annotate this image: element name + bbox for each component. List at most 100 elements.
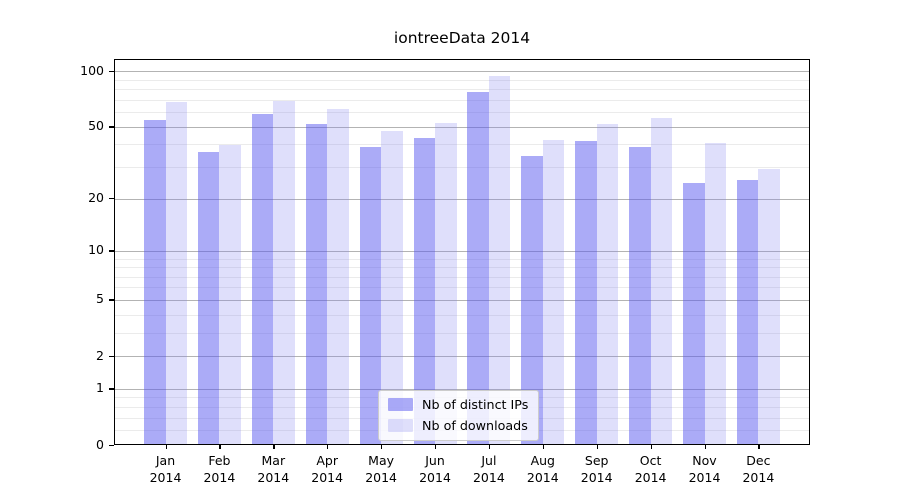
bar-apr-downloads [327, 108, 349, 444]
x-tick-month: Apr [316, 453, 338, 468]
y-tick-label: 20 [88, 190, 104, 206]
x-tick-mark [704, 445, 706, 449]
x-tick-year: 2014 [688, 470, 721, 485]
x-tick-label: Dec 2014 [730, 452, 786, 486]
x-tick-label: Feb 2014 [191, 452, 247, 486]
x-tick-mark [650, 445, 652, 449]
legend-entry-downloads: Nb of downloads [388, 418, 528, 433]
y-tick-label: 2 [96, 347, 104, 363]
bar-mar-ips [251, 113, 274, 444]
x-tick-label: Aug 2014 [515, 452, 571, 486]
gridline-major [115, 299, 809, 301]
bar-may-ips [359, 147, 382, 444]
bar-aug-downloads [542, 139, 565, 444]
bar-apr-ips [305, 124, 328, 444]
y-tick-label: 50 [88, 118, 104, 134]
x-tick-year: 2014 [149, 470, 182, 485]
bar-sep-downloads [596, 124, 619, 444]
x-tick-mark [435, 445, 437, 449]
x-tick-month: Nov [692, 453, 717, 468]
bar-nov-ips [683, 183, 705, 444]
bar-jun-ips [413, 137, 435, 444]
x-tick-label: Apr 2014 [299, 452, 355, 486]
x-tick-label: Mar 2014 [245, 452, 301, 486]
gridline-minor [115, 144, 809, 146]
y-tick-label: 100 [80, 62, 104, 78]
gridline-minor [115, 258, 809, 260]
x-tick-mark [327, 445, 329, 449]
x-tick-year: 2014 [257, 470, 290, 485]
plot-area [114, 59, 810, 445]
x-tick-mark [488, 445, 491, 449]
x-tick-year: 2014 [365, 470, 397, 485]
x-tick-month: Aug [530, 453, 555, 468]
y-tick-mark [109, 126, 114, 128]
x-tick-month: Sep [584, 453, 609, 468]
legend-entry-ips: Nb of distinct IPs [388, 397, 528, 412]
bar-jun-downloads [435, 122, 457, 444]
x-tick-month: Feb [208, 453, 231, 468]
y-tick-mark [109, 388, 114, 390]
legend-label-downloads: Nb of downloads [422, 418, 528, 433]
gridline-minor [115, 267, 809, 269]
bar-jan-downloads [165, 102, 187, 444]
bar-sep-ips [575, 141, 597, 444]
x-tick-month: Jul [481, 453, 497, 468]
x-tick-label: Jul 2014 [461, 452, 517, 486]
gridline-major [115, 126, 809, 128]
legend-swatch-ips-icon [388, 398, 413, 411]
bar-jul-downloads [488, 76, 511, 444]
x-tick-year: 2014 [472, 470, 505, 485]
x-tick-label: May 2014 [353, 452, 409, 486]
x-tick-mark [273, 445, 275, 449]
bar-dec-ips [736, 180, 759, 444]
bar-may-downloads [381, 130, 403, 444]
gridline-minor [115, 112, 809, 114]
y-tick-mark [109, 355, 114, 357]
legend-swatch-downloads-icon [388, 419, 413, 432]
x-tick-mark [165, 445, 167, 449]
gridline-major [115, 71, 809, 73]
x-tick-label: Jun 2014 [407, 452, 463, 486]
gridline-major [115, 250, 809, 252]
y-tick-mark [109, 299, 114, 301]
y-tick-label: 5 [96, 291, 104, 307]
y-tick-mark [109, 444, 114, 446]
y-tick-mark [109, 70, 114, 73]
x-tick-label: Oct 2014 [623, 452, 679, 486]
x-tick-label: Jan 2014 [138, 452, 194, 486]
x-tick-month: Oct [639, 453, 662, 468]
x-tick-year: 2014 [634, 470, 667, 485]
y-tick-label: 10 [88, 242, 104, 258]
bar-jan-ips [144, 119, 166, 444]
x-tick-month: Jan [155, 453, 176, 468]
x-tick-label: Sep 2014 [569, 452, 625, 486]
x-tick-mark [758, 445, 760, 449]
y-tick-label: 0 [96, 436, 104, 452]
bar-feb-ips [197, 151, 220, 444]
chart-title: iontreeData 2014 [393, 29, 531, 47]
gridline-major [115, 388, 809, 390]
x-tick-month: Dec [746, 453, 771, 468]
x-tick-mark [381, 445, 383, 449]
gridline-minor [115, 79, 809, 81]
gridline-minor [115, 99, 809, 101]
bar-oct-ips [629, 147, 651, 444]
y-tick-label: 1 [96, 380, 104, 396]
legend-label-ips: Nb of distinct IPs [422, 397, 529, 412]
bar-nov-downloads [704, 143, 726, 444]
x-tick-mark [542, 445, 545, 449]
x-tick-year: 2014 [526, 470, 559, 485]
x-tick-year: 2014 [419, 470, 451, 485]
bar-aug-ips [521, 156, 543, 444]
legend: Nb of distinct IPs Nb of downloads [378, 390, 540, 441]
x-tick-year: 2014 [311, 470, 344, 485]
gridline-minor [115, 167, 809, 169]
x-tick-year: 2014 [203, 470, 236, 485]
gridline-minor [115, 276, 809, 278]
gridline-minor [115, 332, 809, 334]
y-tick-mark [109, 198, 114, 200]
bar-dec-downloads [758, 168, 780, 444]
bar-mar-downloads [273, 101, 295, 444]
x-tick-month: Jun [425, 453, 445, 468]
